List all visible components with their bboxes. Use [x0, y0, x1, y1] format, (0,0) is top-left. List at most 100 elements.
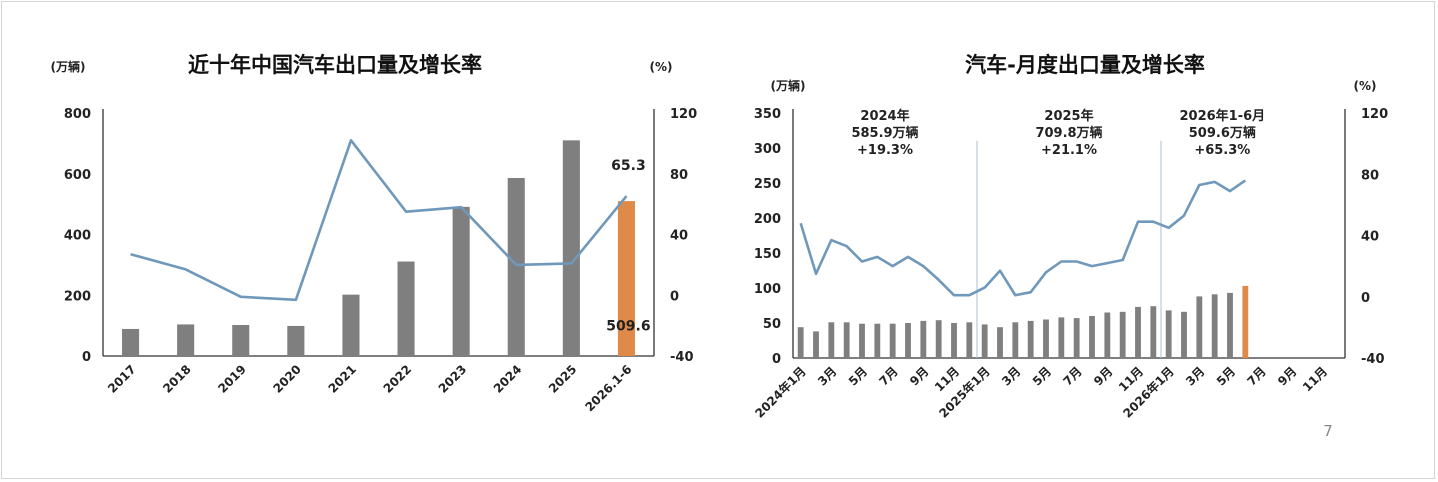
chart-left-annotations: 65.3 509.6: [606, 158, 650, 335]
x-tick-label: 2025: [546, 362, 580, 396]
bar: [1058, 317, 1065, 358]
chart-left-y-unit: (万辆): [51, 59, 86, 74]
x-tick-label: 2024: [491, 362, 525, 396]
y2-tick-label: 0: [670, 289, 679, 304]
bar: [562, 140, 580, 356]
x-tick-label: 11月: [1300, 364, 1330, 394]
bar: [1012, 322, 1019, 358]
chart-left-axes: [102, 109, 655, 357]
x-tick-label: 2019: [215, 362, 249, 396]
x-tick-label: 2020: [270, 362, 304, 396]
bar: [1196, 296, 1203, 358]
bar: [397, 261, 415, 356]
bar: [859, 323, 865, 358]
year-summary-label: 509.6万辆: [1189, 125, 1256, 141]
x-tick-label: 9月: [1275, 364, 1299, 388]
bar: [122, 328, 140, 356]
y2-tick-label: 40: [670, 229, 688, 244]
bar: [287, 325, 305, 356]
y2-tick-label: 80: [1361, 168, 1379, 183]
bar: [920, 320, 927, 358]
bar: [1073, 318, 1080, 358]
x-tick-label: 7月: [876, 364, 900, 388]
chart-right-y2-ticks: -40 0 40 80 120: [1361, 107, 1388, 367]
bar: [813, 331, 819, 358]
bar: [617, 201, 635, 356]
chart-left-line: [130, 139, 628, 302]
year-summary-label: +21.1%: [1041, 143, 1097, 158]
chart-right-y-ticks: 0 50 100 150 200 250 300 350: [754, 107, 781, 367]
x-tick-label: 9月: [907, 364, 931, 388]
bar: [997, 327, 1003, 358]
x-tick-label: 2022: [381, 362, 415, 396]
chart-left-y-ticks: 0 200 400 600 800: [64, 107, 91, 365]
bar: [966, 322, 973, 358]
x-tick-label: 9月: [1091, 364, 1115, 388]
bar: [1181, 311, 1187, 358]
y2-tick-label: 120: [1361, 107, 1388, 122]
y-tick-label: 800: [64, 107, 91, 122]
year-summary-label: 2025年: [1044, 108, 1093, 124]
y-tick-label: 0: [82, 350, 91, 365]
bar: [1242, 285, 1249, 358]
bar: [452, 206, 470, 356]
y2-tick-label: 0: [1361, 291, 1370, 306]
x-tick-label: 2024年1月: [752, 364, 809, 421]
chart-left-bars: [122, 140, 635, 356]
x-tick-label: 2017: [105, 362, 139, 396]
bar: [342, 294, 360, 356]
bar: [1027, 320, 1034, 358]
y2-tick-label: -40: [670, 350, 694, 365]
y2-tick-label: 120: [670, 107, 697, 122]
y-tick-label: 200: [754, 212, 781, 227]
y-tick-label: 50: [763, 317, 781, 332]
bar: [797, 327, 804, 358]
bar: [507, 178, 525, 356]
y-tick-label: 400: [64, 229, 91, 244]
growth-rate-line: [130, 139, 628, 302]
x-tick-label: 7月: [1060, 364, 1084, 388]
y-tick-label: 100: [754, 282, 781, 297]
bar: [232, 325, 250, 356]
data-label: 509.6: [606, 319, 650, 335]
growth-rate-line: [799, 179, 1247, 297]
y-tick-label: 600: [64, 168, 91, 183]
bar: [177, 324, 195, 356]
year-summary-label: 2026年1-6月: [1179, 108, 1265, 124]
bar: [1119, 311, 1126, 358]
year-summary-label: 585.9万辆: [851, 125, 918, 141]
chart-left-title: 近十年中国汽车出口量及增长率: [188, 53, 482, 77]
y2-tick-label: 40: [1361, 230, 1379, 245]
chart-right-line: [799, 179, 1247, 297]
bar: [905, 323, 911, 358]
x-tick-label: 5月: [846, 364, 870, 388]
y-tick-label: 150: [754, 247, 781, 262]
year-summary-label: 709.8万辆: [1035, 125, 1102, 141]
y-tick-label: 200: [64, 289, 91, 304]
bar: [1211, 294, 1218, 358]
bar: [935, 320, 942, 358]
chart-right-y-unit: (万辆): [771, 78, 806, 93]
chart-left-x-ticks: 2017 2018 2019 2020 2021 2022 2023 2024 2025 2026…: [105, 362, 634, 414]
chart-right-axes: [792, 109, 1346, 359]
chart-left-y2-unit: (%): [650, 60, 673, 74]
bar: [1043, 319, 1049, 358]
x-tick-label: 7月: [1244, 364, 1268, 388]
y-tick-label: 0: [772, 352, 781, 367]
chart-right-bars: [797, 285, 1249, 358]
x-tick-label: 2026.1-6: [582, 362, 634, 414]
y2-tick-label: -40: [1361, 352, 1385, 367]
bar: [981, 324, 988, 358]
y-tick-label: 250: [754, 177, 781, 192]
chart-right: 汽车-月度出口量及增长率 (万辆) (%) 2024年1月 3月 5月 7月 9月 11月…: [752, 53, 1388, 421]
y-tick-label: 350: [754, 107, 781, 122]
data-label: 65.3: [611, 158, 646, 174]
chart-right-dividers: [976, 141, 1162, 358]
bar: [1150, 306, 1157, 358]
y2-tick-label: 80: [670, 168, 688, 183]
bar: [1227, 292, 1233, 358]
x-tick-label: 5月: [1214, 364, 1238, 388]
bar: [889, 323, 896, 358]
